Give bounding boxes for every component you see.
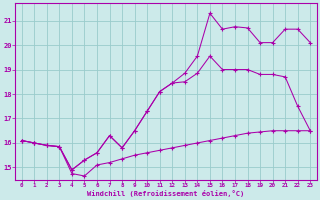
X-axis label: Windchill (Refroidissement éolien,°C): Windchill (Refroidissement éolien,°C) [87,190,244,197]
